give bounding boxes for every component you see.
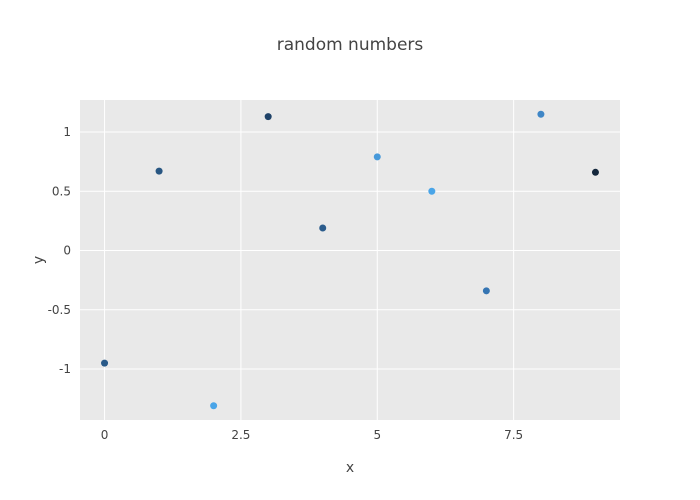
- scatter-point[interactable]: [373, 153, 381, 161]
- y-tick-label: -1: [59, 362, 71, 376]
- y-tick-label: 0: [63, 244, 71, 258]
- y-tick-label: 1: [63, 125, 71, 139]
- x-tick-label: 7.5: [504, 428, 523, 442]
- scatter-point[interactable]: [537, 110, 545, 118]
- x-axis-title: x: [346, 460, 354, 476]
- scatter-point[interactable]: [482, 287, 490, 295]
- scatter-point[interactable]: [155, 167, 163, 175]
- scatter-point[interactable]: [428, 187, 436, 195]
- x-tick-label: 5: [373, 428, 381, 442]
- scatter-point[interactable]: [101, 359, 109, 367]
- y-axis-title: y: [31, 256, 47, 264]
- scatter-point[interactable]: [591, 168, 599, 176]
- scatter-point[interactable]: [319, 224, 327, 232]
- scatter-point[interactable]: [210, 402, 218, 410]
- x-tick-label: 0: [101, 428, 109, 442]
- gridlines: [80, 100, 620, 420]
- plot-area: [80, 100, 620, 420]
- x-tick-label: 2.5: [231, 428, 250, 442]
- data-points: [101, 110, 599, 410]
- tick-labels: 0 2.5 5 7.5 -1 -0.5 0 0.5 1: [48, 125, 524, 442]
- y-tick-label: -0.5: [48, 303, 71, 317]
- y-tick-label: 0.5: [52, 184, 71, 198]
- chart-title: random numbers: [277, 35, 424, 55]
- scatter-point[interactable]: [264, 113, 272, 121]
